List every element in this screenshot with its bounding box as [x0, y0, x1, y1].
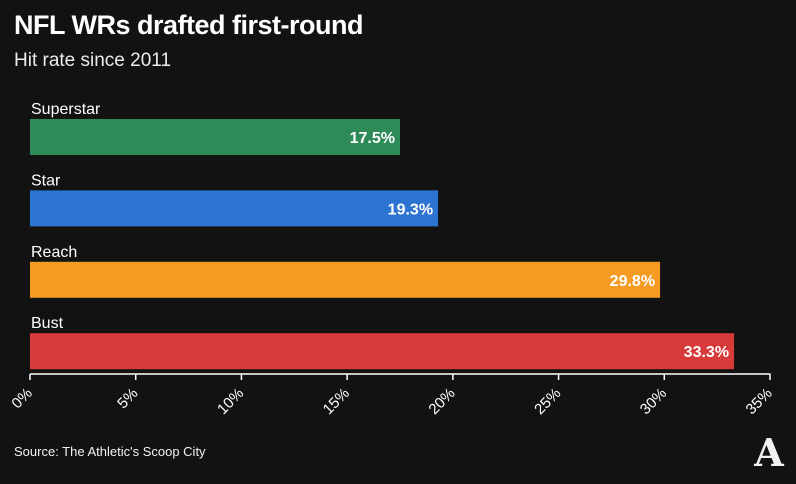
x-tick-label: 0%	[8, 385, 35, 412]
category-label: Reach	[31, 244, 77, 261]
x-tick-label: 30%	[637, 385, 670, 418]
source-note: Source: The Athletic's Scoop City	[14, 444, 206, 459]
chart-subtitle: Hit rate since 2011	[14, 50, 172, 71]
category-label: Bust	[31, 315, 64, 332]
category-label: Superstar	[31, 101, 101, 118]
chart-title: NFL WRs drafted first-round	[14, 10, 363, 40]
x-tick-label: 35%	[743, 385, 776, 418]
bar-value-label: 19.3%	[388, 201, 433, 218]
bar	[30, 261, 661, 298]
bar-value-label: 33.3%	[684, 344, 729, 361]
bar-value-label: 17.5%	[350, 130, 395, 147]
x-tick-label: 15%	[320, 385, 353, 418]
x-tick-label: 20%	[425, 385, 458, 418]
bar-value-label: 29.8%	[610, 273, 655, 290]
logo-letter: A	[753, 432, 784, 472]
bar	[30, 119, 400, 155]
bar	[30, 190, 439, 227]
x-tick-label: 5%	[114, 385, 141, 412]
the-athletic-logo-icon: A	[753, 432, 784, 472]
x-tick-label: 10%	[214, 385, 247, 418]
x-tick-label: 25%	[531, 385, 564, 418]
bar	[30, 333, 735, 370]
category-label: Star	[31, 172, 61, 189]
